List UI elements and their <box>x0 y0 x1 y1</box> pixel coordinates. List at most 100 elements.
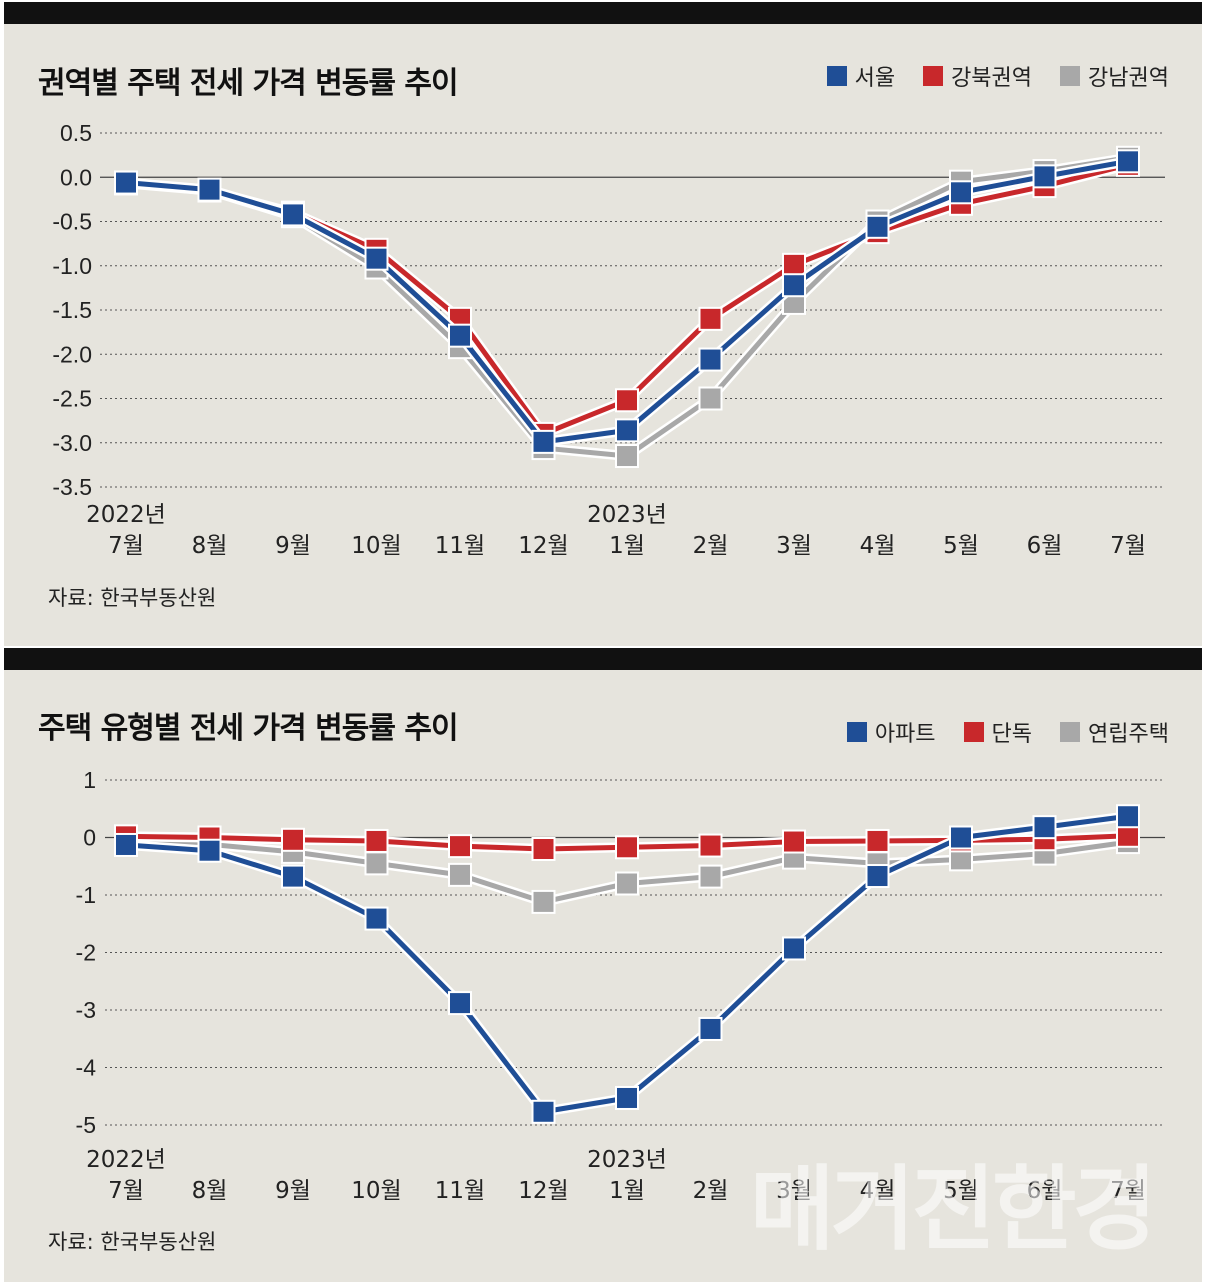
middle-black-bar <box>4 648 1202 670</box>
data-point <box>784 831 804 852</box>
legend-item-detached: 단독 <box>963 716 1033 748</box>
x-tick-label: 1월 <box>609 533 645 559</box>
data-point <box>700 388 721 409</box>
y-tick-label: -3.0 <box>52 430 92 456</box>
x-tick-label: 12월 <box>518 533 568 559</box>
y-tick-label: -1 <box>76 882 96 908</box>
data-point <box>951 182 971 203</box>
data-point <box>867 866 888 887</box>
year-label: 2022년 <box>86 502 166 528</box>
y-tick-label: -4 <box>76 1055 97 1081</box>
data-point <box>366 853 387 874</box>
data-point <box>700 866 721 887</box>
x-tick-label: 11월 <box>435 1178 485 1204</box>
y-tick-label: -1.0 <box>52 253 92 279</box>
legend-swatch-gray <box>1060 66 1081 86</box>
data-point <box>617 837 637 858</box>
x-tick-label: 4월 <box>860 533 896 559</box>
x-tick-label: 6월 <box>1027 533 1063 559</box>
chart-panel-2 <box>4 670 1202 1282</box>
data-point <box>1034 166 1055 187</box>
data-point <box>617 446 637 467</box>
data-point <box>784 292 804 313</box>
data-point <box>450 864 470 885</box>
legend-item-rowhouse: 연립주택 <box>1060 716 1169 748</box>
data-point <box>784 254 804 275</box>
watermark-logo: 매거진한경 <box>750 1155 1157 1263</box>
data-point <box>784 275 804 296</box>
y-tick-label: -3 <box>76 997 96 1023</box>
data-point <box>116 834 136 855</box>
legend-item-apartment: 아파트 <box>846 716 936 748</box>
x-tick-label: 7월 <box>1110 1178 1146 1204</box>
legend-label: 강남권역 <box>1088 66 1169 91</box>
data-point <box>450 836 470 857</box>
y-tick-label: -0.5 <box>52 209 92 235</box>
data-point <box>617 1087 637 1108</box>
data-point <box>533 839 554 859</box>
y-tick-label: -2 <box>76 940 96 966</box>
legend-label: 연립주택 <box>1088 722 1169 747</box>
data-point <box>700 1018 721 1039</box>
x-tick-label: 5월 <box>943 1178 979 1204</box>
x-tick-label: 10월 <box>351 533 401 559</box>
data-point <box>199 179 220 200</box>
x-tick-label: 9월 <box>275 1178 311 1204</box>
x-tick-label: 2월 <box>693 1178 729 1204</box>
data-point <box>784 938 804 959</box>
data-point <box>867 216 888 237</box>
data-point <box>1118 825 1138 846</box>
x-tick-label: 10월 <box>351 1178 401 1204</box>
legend-label: 강북권역 <box>951 66 1033 91</box>
data-point <box>283 204 303 225</box>
data-point <box>1034 817 1055 838</box>
legend-item-seoul: 서울 <box>826 60 896 92</box>
legend-swatch-red <box>923 66 944 86</box>
data-point <box>700 349 721 370</box>
legend-2: 아파트 단독 연립주택 <box>846 716 1169 748</box>
y-tick-label: 1 <box>83 767 96 793</box>
data-point <box>533 431 554 452</box>
data-point <box>1118 806 1138 827</box>
data-point <box>533 891 554 912</box>
legend-swatch-blue <box>846 722 867 742</box>
x-tick-label: 6월 <box>1027 1178 1063 1204</box>
data-point <box>700 308 721 329</box>
year-label: 2023년 <box>587 502 667 528</box>
y-tick-label: 0 <box>83 825 96 851</box>
year-label: 2022년 <box>86 1147 166 1173</box>
chart-title-2: 주택 유형별 전세 가격 변동률 추이 <box>38 711 459 746</box>
x-tick-label: 8월 <box>192 1178 228 1204</box>
data-point <box>951 827 971 848</box>
x-tick-label: 8월 <box>192 533 228 559</box>
data-point <box>199 840 220 861</box>
data-point <box>366 908 387 929</box>
data-point <box>951 849 971 870</box>
legend-item-gangnam: 강남권역 <box>1060 60 1169 92</box>
x-tick-label: 7월 <box>1110 533 1146 559</box>
legend-swatch-red <box>963 722 984 742</box>
legend-label: 서울 <box>854 66 896 91</box>
source-note-1: 자료: 한국부동산원 <box>48 586 217 610</box>
legend-1: 서울 강북권역 강남권역 <box>826 60 1169 92</box>
legend-label: 단독 <box>991 722 1033 747</box>
data-point <box>283 866 303 887</box>
x-tick-label: 3월 <box>776 1178 812 1204</box>
x-tick-label: 9월 <box>275 533 311 559</box>
x-tick-label: 5월 <box>943 533 979 559</box>
source-note-2: 자료: 한국부동산원 <box>48 1230 217 1254</box>
chart-panel-1 <box>4 24 1202 646</box>
x-tick-label: 2월 <box>693 533 729 559</box>
x-tick-label: 7월 <box>108 533 144 559</box>
x-tick-label: 3월 <box>776 533 812 559</box>
legend-item-gangbuk: 강북권역 <box>923 60 1032 92</box>
data-point <box>617 420 637 441</box>
x-tick-label: 1월 <box>609 1178 645 1204</box>
data-point <box>700 835 721 856</box>
data-point <box>366 830 387 851</box>
legend-swatch-gray <box>1060 722 1081 742</box>
y-tick-label: 0.0 <box>60 164 92 190</box>
y-tick-label: -5 <box>76 1112 96 1138</box>
data-point <box>867 830 888 851</box>
